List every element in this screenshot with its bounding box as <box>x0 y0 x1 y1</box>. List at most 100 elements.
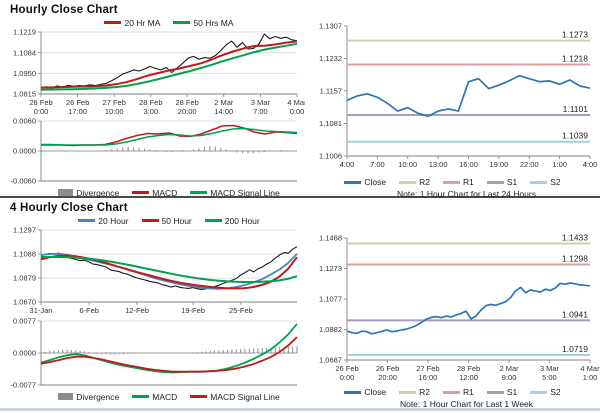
svg-text:3:00: 3:00 <box>144 107 159 116</box>
svg-text:1.1157: 1.1157 <box>320 86 342 95</box>
svg-text:1.1273: 1.1273 <box>319 264 342 273</box>
svg-text:1.1468: 1.1468 <box>319 234 342 243</box>
svg-text:27 Feb: 27 Feb <box>416 364 439 373</box>
legend-label: MACD <box>152 187 178 198</box>
svg-text:1.1218: 1.1218 <box>562 53 588 63</box>
svg-text:4:00: 4:00 <box>583 160 598 169</box>
hourly-close-panel: Hourly Close Chart 20 Hr MA 50 Hrs MA 1.1… <box>0 0 305 198</box>
svg-text:0.0000: 0.0000 <box>13 349 36 358</box>
svg-text:3 Mar: 3 Mar <box>251 98 271 107</box>
svg-text:4 Mar: 4 Mar <box>580 364 600 373</box>
svg-text:9:00: 9:00 <box>502 373 517 382</box>
legend-item: 20 Hour <box>78 216 129 226</box>
svg-text:1.1101: 1.1101 <box>563 104 589 114</box>
svg-text:22:00: 22:00 <box>520 160 539 169</box>
line-swatch-icon <box>78 219 96 222</box>
svg-text:-0.0077: -0.0077 <box>11 381 36 390</box>
line-swatch-icon <box>204 219 222 222</box>
hourly-price-legend: 20 Hr MA 50 Hrs MA <box>33 17 305 28</box>
legend-label: R2 <box>419 387 430 397</box>
svg-text:7:00: 7:00 <box>370 160 385 169</box>
svg-text:1.1297: 1.1297 <box>13 226 36 235</box>
legend-item: 50 Hour <box>141 216 192 226</box>
hourly-chart-title: Hourly Close Chart <box>10 4 118 16</box>
svg-text:1.0882: 1.0882 <box>319 325 342 334</box>
svg-text:31-Jan: 31-Jan <box>30 306 53 315</box>
svg-text:27 Feb: 27 Feb <box>103 98 126 107</box>
line-swatch-icon <box>530 390 548 394</box>
four-hourly-macd-legend: Divergence MACD MACD Signal Line <box>33 391 305 402</box>
line-swatch-icon <box>442 390 460 394</box>
line-swatch-icon <box>442 180 460 184</box>
legend-label: 50 Hrs MA <box>193 17 234 28</box>
legend-label: MACD Signal Line <box>210 187 280 198</box>
line-swatch-icon <box>104 21 122 24</box>
svg-text:25-Feb: 25-Feb <box>229 306 253 315</box>
hourly-section: Hourly Close Chart 20 Hr MA 50 Hrs MA 1.1… <box>0 0 600 199</box>
svg-text:0:00: 0:00 <box>290 107 305 116</box>
line-swatch-icon <box>344 390 362 394</box>
svg-text:26 Feb: 26 Feb <box>335 364 358 373</box>
svg-text:19:00: 19:00 <box>489 160 508 169</box>
svg-text:2 Mar: 2 Mar <box>214 98 234 107</box>
line-swatch-icon <box>486 180 504 184</box>
line-swatch-icon <box>399 390 417 394</box>
svg-text:12:00: 12:00 <box>459 373 478 382</box>
svg-text:0.0077: 0.0077 <box>13 317 36 326</box>
hourly-pivot-note: Note: 1 Hour Chart for Last 24 Hours <box>397 189 536 199</box>
svg-text:0:00: 0:00 <box>340 373 355 382</box>
svg-text:7:00: 7:00 <box>253 107 268 116</box>
four-hourly-macd-chart: 0.0077 0.0000 -0.0077 <box>11 317 298 390</box>
four-hourly-section: 4 Hourly Close Chart 20 Hour 50 Hour 200 H… <box>0 198 600 411</box>
four-hourly-pivot-chart-wrap: 1.1468 1.1273 1.1077 1.0882 1.0687 26 Feb 0:00… <box>305 230 600 386</box>
svg-text:1.0815: 1.0815 <box>13 90 36 99</box>
legend-item: 50 Hrs MA <box>173 17 234 28</box>
legend-item: R1 <box>442 177 474 187</box>
svg-text:20:00: 20:00 <box>178 107 197 116</box>
legend-label: S2 <box>550 177 561 187</box>
legend-label: S1 <box>506 177 518 187</box>
svg-text:28 Feb: 28 Feb <box>175 98 198 107</box>
four-hourly-price-legend: 20 Hour 50 Hour 200 Hour <box>33 215 305 226</box>
legend-item: S2 <box>530 177 561 187</box>
legend-item: MACD Signal Line <box>190 187 280 198</box>
four-hourly-pivot-legend: Close R2 R1 S1 S2 <box>305 387 600 397</box>
svg-text:1.1006: 1.1006 <box>319 152 342 161</box>
svg-text:1.1433: 1.1433 <box>562 232 588 242</box>
line-swatch-icon <box>344 180 362 184</box>
legend-label: S1 <box>506 387 518 397</box>
legend-label: Close <box>364 387 387 397</box>
legend-item: S1 <box>486 177 518 187</box>
legend-item: S2 <box>530 387 561 397</box>
svg-text:10:00: 10:00 <box>398 160 417 169</box>
svg-text:1.1232: 1.1232 <box>319 54 342 63</box>
svg-text:4 Mar: 4 Mar <box>287 98 305 107</box>
legend-label: R1 <box>462 177 474 187</box>
svg-text:1:00: 1:00 <box>583 373 598 382</box>
four-hourly-chart-title: 4 Hourly Close Chart <box>10 202 128 214</box>
svg-text:1.0941: 1.0941 <box>562 309 588 319</box>
svg-text:1.1084: 1.1084 <box>13 48 36 57</box>
svg-text:1.0879: 1.0879 <box>13 274 36 283</box>
svg-text:26 Feb: 26 Feb <box>29 98 52 107</box>
svg-text:17:00: 17:00 <box>68 107 87 116</box>
bar-swatch-icon <box>58 393 74 400</box>
four-hourly-close-panel: 4 Hourly Close Chart 20 Hour 50 Hour 200 H… <box>0 198 305 408</box>
svg-text:1.0670: 1.0670 <box>13 298 36 307</box>
svg-text:28 Feb: 28 Feb <box>139 98 162 107</box>
svg-text:1.1273: 1.1273 <box>562 30 588 40</box>
legend-label: R1 <box>462 387 474 397</box>
svg-text:1.1081: 1.1081 <box>319 119 342 128</box>
svg-text:0.0060: 0.0060 <box>13 117 36 126</box>
svg-text:16:00: 16:00 <box>419 373 438 382</box>
legend-label: Divergence <box>76 187 120 198</box>
legend-label: Close <box>364 177 387 187</box>
svg-text:1.1039: 1.1039 <box>562 131 588 141</box>
legend-item: MACD <box>132 392 177 402</box>
legend-label: 200 Hour <box>224 215 260 226</box>
svg-text:2 Mar: 2 Mar <box>499 364 519 373</box>
svg-text:4:00: 4:00 <box>340 160 355 169</box>
legend-item: R2 <box>399 177 430 187</box>
